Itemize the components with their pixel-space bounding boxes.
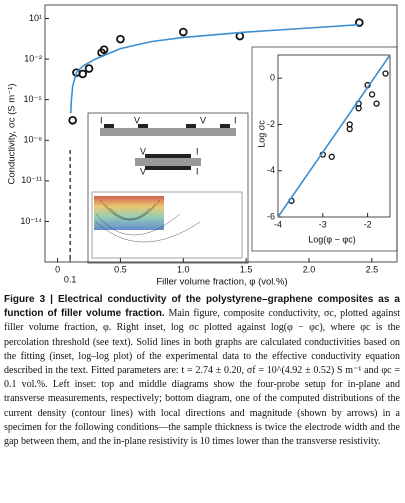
x-tick-label: 2.5 (366, 264, 379, 274)
electrode (145, 166, 191, 170)
y-tick-label: 0 (270, 73, 275, 83)
probe-label: I (100, 115, 103, 125)
data-point (84, 64, 94, 73)
caption: Figure 3 | Electrical conductivity of th… (4, 293, 400, 501)
data-point (99, 45, 109, 54)
caption-body: Main figure, composite conductivity, σc,… (4, 308, 400, 448)
electrode (138, 124, 148, 128)
x-tick-label: 1.5 (240, 264, 253, 274)
current-density (94, 196, 164, 230)
y-tick-label: -2 (267, 119, 275, 129)
y-tick-label: 10⁻¹¹ (21, 175, 42, 185)
x-tick-label: 0.1 (64, 274, 77, 284)
x-axis-title: Filler volume fraction, φ (vol.%) (156, 277, 287, 288)
contour (95, 199, 201, 243)
y-tick-label: 10¹ (29, 13, 42, 23)
probe-label: V (134, 115, 140, 125)
electrode (104, 124, 114, 128)
data-point (373, 100, 380, 107)
data-point (68, 115, 77, 125)
data-point (178, 27, 188, 37)
caption-title: Figure 3 | Electrical conductivity of th… (4, 294, 400, 320)
data-point (116, 34, 125, 44)
y-tick-label: 10⁻⁵ (24, 94, 43, 104)
electrode (186, 124, 196, 128)
y-tick-label: 10⁻² (24, 53, 42, 63)
data-point (78, 69, 88, 79)
fit-line (70, 23, 360, 114)
probe-label: I (234, 115, 237, 125)
data-point (346, 121, 353, 128)
sample-bar (135, 158, 201, 166)
y-axis-title: Conductivity, σc (S m⁻¹) (7, 84, 18, 185)
data-point (235, 31, 245, 41)
y-tick-label: -4 (267, 165, 275, 175)
x-tick-label: 1.0 (177, 264, 190, 274)
probe-label: I (196, 146, 199, 156)
probe-label: V (200, 115, 206, 125)
data-point (354, 18, 364, 27)
x-tick-label: 2.0 (303, 264, 316, 274)
y-tick-label: 10⁻⁸ (23, 135, 42, 145)
probe-label: V (140, 166, 146, 176)
plot-frame (277, 54, 391, 218)
y-tick-label: 10⁻¹⁴ (20, 216, 42, 226)
electrode (220, 124, 230, 128)
probe-label: V (140, 146, 146, 156)
x-tick-label: 0.5 (114, 264, 127, 274)
electrode (145, 154, 191, 158)
x-tick-label: -2 (364, 219, 372, 229)
plot-frame (44, 4, 398, 263)
x-tick-label: -3 (319, 219, 327, 229)
x-tick-label: 0 (55, 264, 60, 274)
y-tick-label: -6 (267, 211, 275, 221)
data-point (368, 91, 376, 98)
data-point (382, 70, 389, 77)
setup-diagram: I V V IV IV I (87, 112, 249, 264)
x-tick-label: -4 (274, 219, 282, 229)
probe-label: I (196, 166, 199, 176)
fit-line (277, 54, 391, 218)
sample-bar (100, 128, 236, 136)
inset-y-title: Log σc (256, 120, 266, 148)
figure: I V V IV IV I Conductivity, σc (S m⁻¹) Filler… (7, 4, 398, 288)
data-point (328, 153, 335, 160)
inset-x-title: Log(φ − φc) (308, 234, 355, 244)
